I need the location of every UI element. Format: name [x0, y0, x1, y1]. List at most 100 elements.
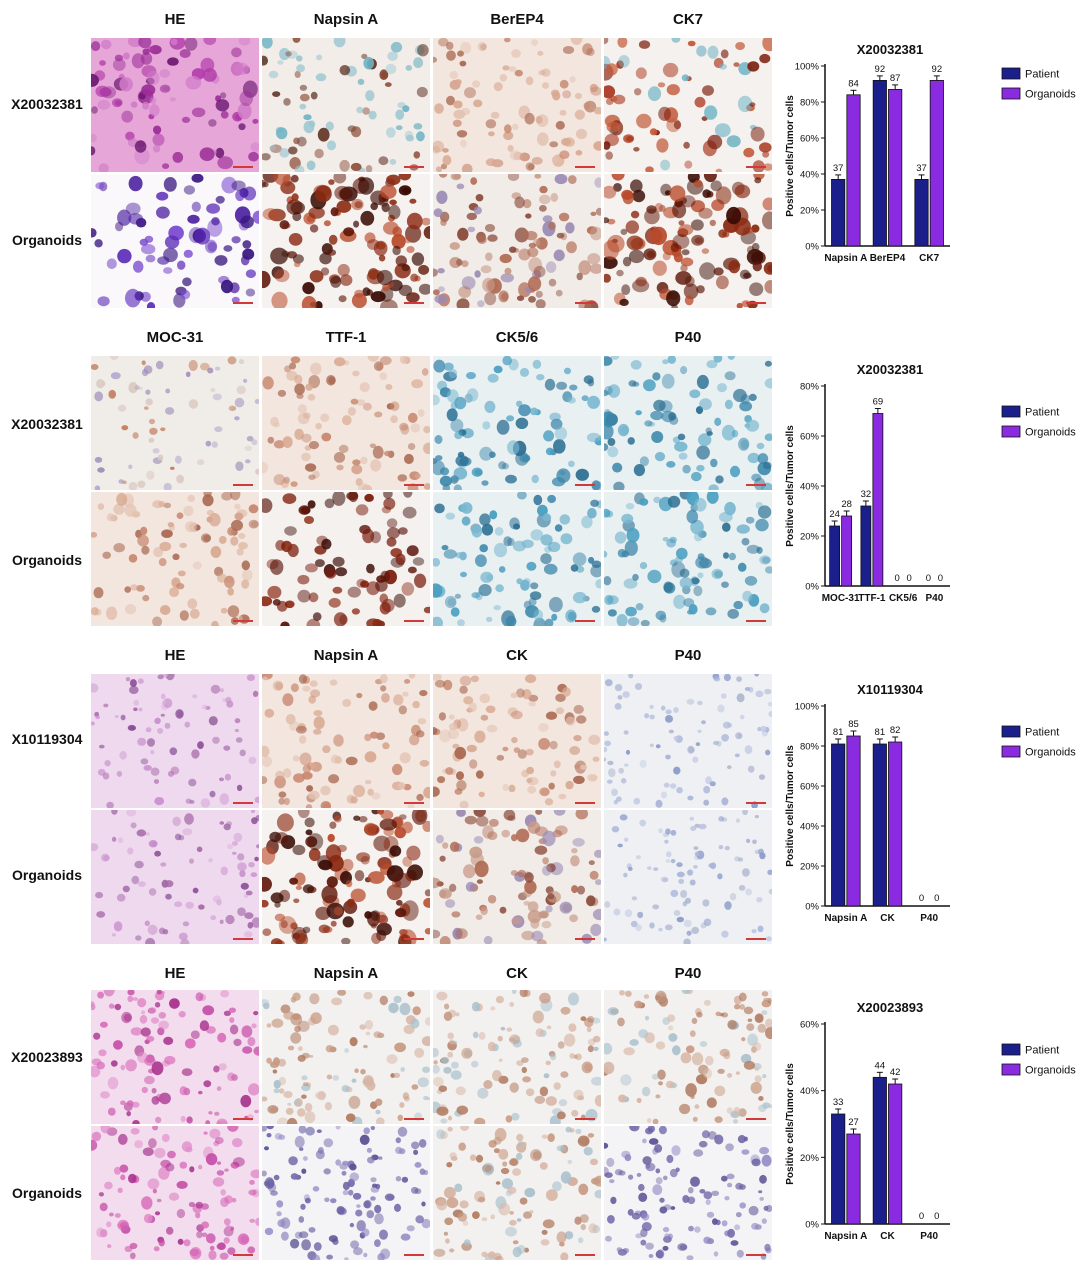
cell-mark [116, 893, 126, 902]
cell-mark [379, 674, 388, 684]
cell-mark [267, 1105, 279, 1114]
cell-mark [360, 210, 375, 226]
cell-mark [402, 1092, 410, 1100]
cell-mark [169, 998, 180, 1009]
cell-mark [721, 1012, 729, 1018]
cell-mark [625, 990, 632, 997]
cell-mark [449, 71, 459, 80]
cell-mark [619, 990, 625, 996]
cell-mark [270, 892, 284, 904]
cell-mark [526, 561, 537, 571]
cell-mark [411, 1141, 420, 1150]
cell-mark [433, 616, 443, 626]
cell-mark [129, 1252, 136, 1260]
micrograph-texture [604, 38, 772, 172]
cell-mark [324, 498, 335, 509]
cell-mark [397, 1126, 408, 1137]
cell-mark [149, 104, 160, 117]
cell-mark [117, 1219, 129, 1231]
cell-mark [158, 1092, 171, 1105]
cell-mark [575, 1053, 582, 1061]
cell-mark [297, 1108, 306, 1117]
micrograph-texture [433, 174, 601, 308]
cell-mark [356, 1204, 361, 1208]
cell-mark [145, 937, 156, 944]
cell-mark [757, 925, 764, 933]
cell-mark [151, 1087, 157, 1094]
cell-mark [379, 1229, 388, 1240]
cell-mark [516, 578, 523, 585]
cell-mark [729, 465, 741, 478]
cell-mark [127, 724, 136, 731]
cell-mark [141, 244, 156, 255]
cell-mark [333, 452, 346, 463]
cell-mark [589, 83, 598, 93]
cell-mark [604, 1142, 609, 1149]
cell-mark [466, 744, 477, 753]
cell-mark [481, 1164, 492, 1173]
cell-mark [590, 499, 599, 507]
cell-mark [251, 917, 259, 928]
cell-mark [761, 991, 769, 997]
row-label: Organoids [11, 867, 82, 883]
cell-mark [752, 261, 762, 272]
cell-mark [757, 726, 762, 732]
cell-mark [665, 1080, 675, 1089]
cell-mark [153, 1246, 160, 1252]
x-tick-label: Napsin A [824, 1231, 867, 1242]
cell-mark [727, 608, 739, 619]
cell-mark [706, 431, 713, 436]
cell-mark [305, 829, 313, 836]
cell-mark [308, 848, 321, 862]
cell-mark [669, 783, 677, 789]
cell-mark [555, 707, 565, 715]
cell-mark [230, 492, 241, 501]
cell-mark [163, 1036, 174, 1045]
cell-mark [231, 236, 241, 244]
cell-mark [588, 556, 595, 564]
cell-mark [727, 1019, 737, 1030]
cell-mark [144, 235, 154, 243]
cell-mark [628, 249, 645, 264]
cell-mark [675, 271, 692, 285]
cell-mark [337, 990, 347, 996]
cell-mark [345, 756, 358, 766]
cell-mark [91, 683, 99, 693]
cell-mark [247, 1114, 254, 1121]
cell-mark [644, 1015, 650, 1021]
cell-mark [594, 1094, 601, 1107]
cell-mark [691, 926, 700, 934]
data-label: 92 [932, 64, 943, 75]
cell-mark [262, 153, 271, 161]
cell-mark [662, 252, 671, 261]
cell-mark [694, 96, 706, 108]
cell-mark [733, 62, 740, 67]
cell-mark [614, 684, 623, 692]
cell-mark [298, 505, 311, 515]
cell-mark [704, 105, 718, 120]
cell-mark [276, 813, 294, 832]
cell-mark [486, 616, 493, 622]
cell-mark [336, 464, 344, 471]
cell-mark [563, 137, 575, 147]
cell-mark [250, 872, 258, 878]
data-label: 0 [926, 573, 931, 584]
cell-mark [550, 1053, 557, 1061]
cell-mark [718, 816, 725, 822]
cell-mark [647, 866, 652, 870]
cell-mark [594, 177, 601, 188]
cell-mark [480, 265, 492, 274]
cell-mark [323, 1138, 334, 1148]
cell-mark [691, 234, 705, 246]
cell-mark [148, 1138, 157, 1149]
cell-mark [545, 447, 554, 456]
cell-mark [339, 614, 348, 625]
cell-mark [576, 715, 587, 724]
cell-mark [208, 119, 217, 127]
cell-mark [460, 42, 471, 54]
cell-mark [96, 1061, 105, 1070]
cell-mark [576, 272, 583, 281]
cell-mark [278, 1134, 286, 1140]
cell-mark [763, 997, 769, 1002]
cell-mark [616, 614, 628, 626]
